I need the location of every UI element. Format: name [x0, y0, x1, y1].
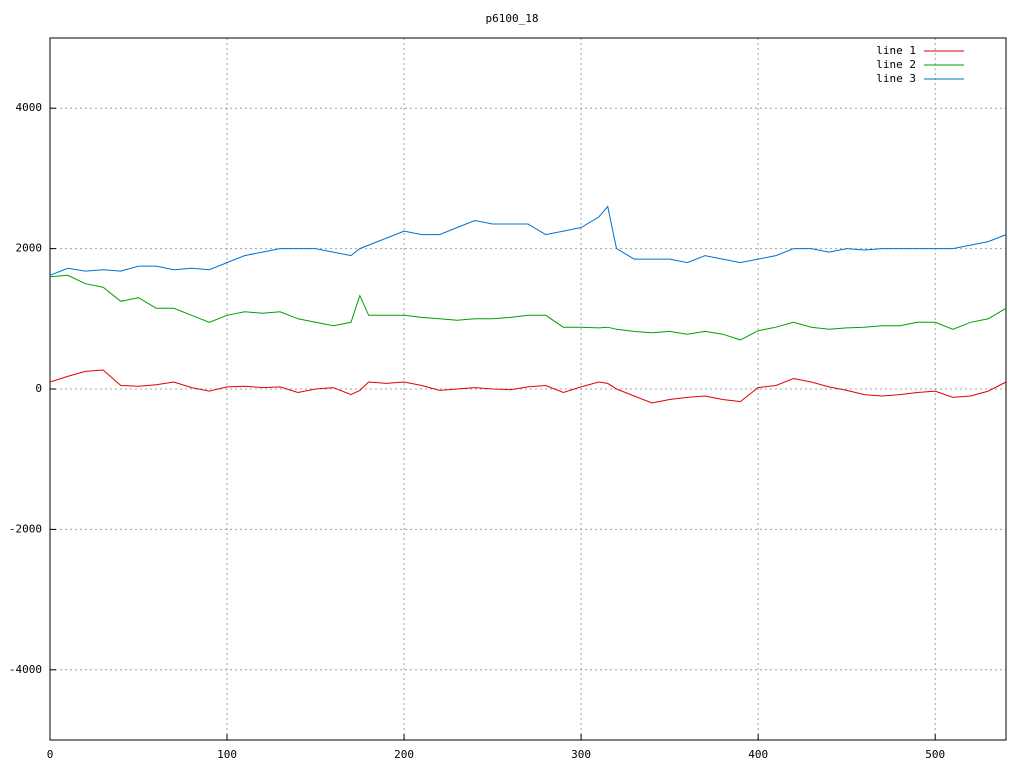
x-tick-label: 400	[748, 748, 768, 761]
x-tick-label: 500	[925, 748, 945, 761]
x-tick-label: 200	[394, 748, 414, 761]
y-tick-label: -4000	[9, 663, 42, 676]
y-tick-label: 2000	[16, 242, 43, 255]
y-tick-label: 0	[35, 382, 42, 395]
y-tick-label: 4000	[16, 101, 43, 114]
x-tick-label: 100	[217, 748, 237, 761]
x-tick-label: 0	[47, 748, 54, 761]
legend-label: line 2	[876, 58, 916, 71]
legend-label: line 1	[876, 44, 916, 57]
plot-frame	[49, 37, 1007, 741]
y-tick-label: -2000	[9, 522, 42, 535]
series-line	[49, 274, 1007, 341]
legend-label: line 3	[876, 72, 916, 85]
series-line	[49, 369, 1007, 404]
x-tick-label: 300	[571, 748, 591, 761]
chart-title: p6100_18	[486, 12, 539, 25]
series-line	[49, 205, 1007, 276]
